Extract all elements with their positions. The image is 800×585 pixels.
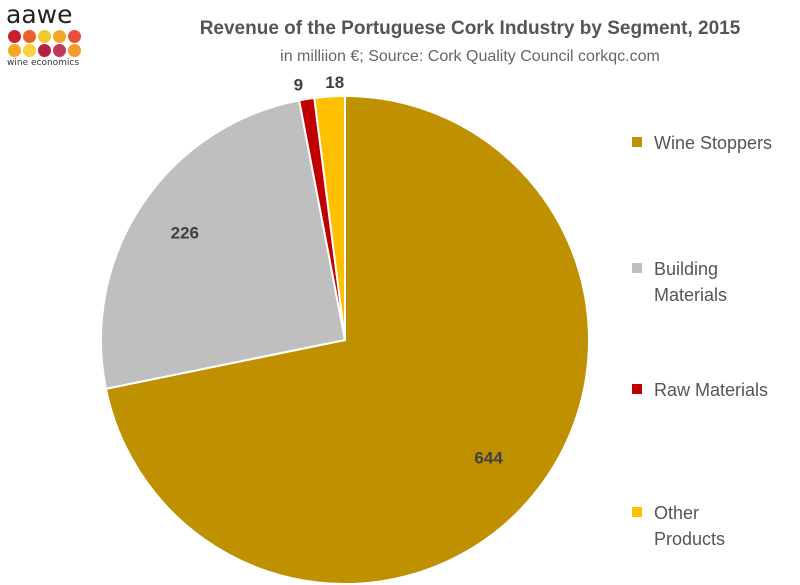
data-label-other-products: 18	[325, 73, 344, 92]
logo-dots	[8, 30, 84, 57]
pie-slice-other-products	[313, 94, 346, 341]
logo-dot	[53, 30, 66, 43]
data-label-building-materials: 226	[171, 224, 199, 243]
logo-dot	[8, 30, 21, 43]
legend-swatch	[632, 263, 642, 273]
logo-wordmark: aawe	[6, 0, 73, 29]
pie-slice-building-materials	[100, 99, 347, 390]
chart-title: Revenue of the Portuguese Cork Industry …	[199, 18, 741, 39]
pie-data-labels: 644 226 9 18	[171, 73, 504, 467]
legend-swatch	[632, 384, 642, 394]
logo-tagline: wine economics	[7, 58, 80, 68]
logo-dot	[38, 30, 51, 43]
logo-dot	[23, 44, 36, 57]
legend-label: Wine Stoppers	[654, 133, 773, 153]
pie-slices	[100, 94, 590, 585]
chart-subtitle: in milliion €; Source: Cork Quality Coun…	[280, 48, 660, 65]
legend-label: Other Products	[654, 503, 726, 549]
pie-slice-wine-stoppers	[104, 94, 590, 585]
aawe-logo: aawe wine economics	[4, 2, 84, 68]
legend-label: Raw Materials	[654, 380, 769, 400]
legend-swatch	[632, 507, 642, 517]
logo-dot	[8, 44, 21, 57]
logo-dot	[38, 44, 51, 57]
logo-dot	[68, 30, 81, 43]
logo-dot	[53, 44, 66, 57]
logo-dot	[23, 30, 36, 43]
data-label-wine-stoppers: 644	[474, 448, 503, 467]
data-label-raw-materials: 9	[294, 76, 303, 95]
legend-swatch	[632, 137, 642, 147]
logo-dot	[68, 44, 81, 57]
legend-label: Building Materials	[654, 259, 728, 305]
